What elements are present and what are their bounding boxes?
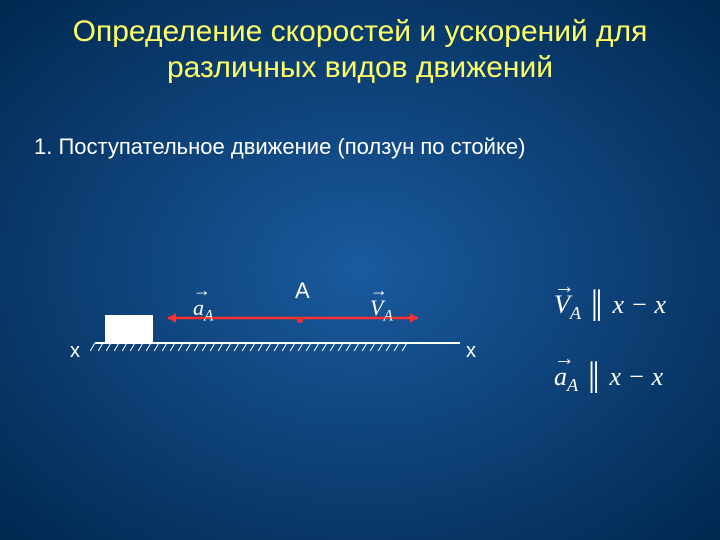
label-x-left: x (70, 340, 80, 363)
relation-a: aA ║ x − x (554, 362, 663, 396)
label-x-right: x (466, 340, 476, 363)
ground-hatching (90, 343, 407, 351)
vector-v-label: VA (370, 295, 393, 325)
slide: Определение скоростей и ускорений для ра… (0, 0, 720, 540)
relation-v: VA ║ x − x (554, 290, 666, 324)
point-a-marker (297, 317, 303, 323)
label-a: А (295, 278, 310, 304)
diagram-svg (0, 0, 720, 540)
vector-a-label: aA (193, 295, 213, 325)
slider-block (105, 315, 153, 342)
